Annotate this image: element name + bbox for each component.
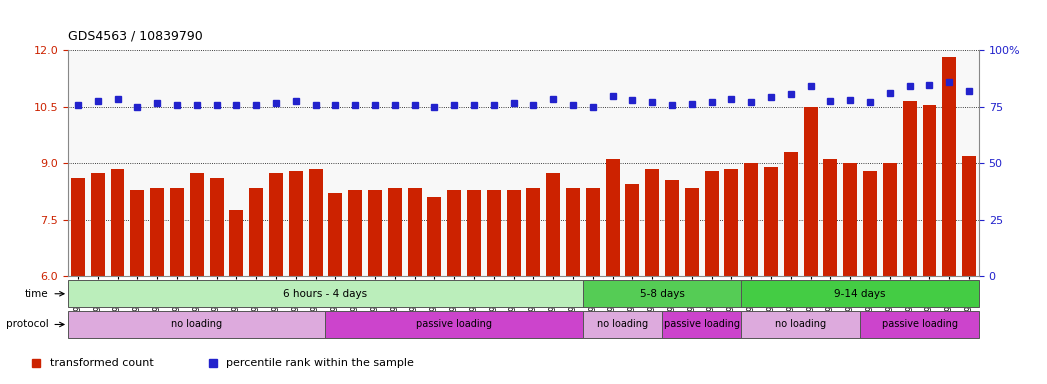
Bar xyxy=(309,169,322,276)
Bar xyxy=(507,190,520,276)
Bar xyxy=(586,188,600,276)
Bar xyxy=(131,190,144,276)
Bar xyxy=(741,311,861,338)
Bar xyxy=(665,180,678,276)
Bar xyxy=(527,188,540,276)
Bar xyxy=(487,190,500,276)
Bar xyxy=(68,311,326,338)
Bar xyxy=(150,188,164,276)
Text: transformed count: transformed count xyxy=(50,358,154,368)
Bar xyxy=(583,280,741,307)
Bar xyxy=(942,58,956,276)
Bar xyxy=(824,159,838,276)
Bar xyxy=(547,173,560,276)
Bar xyxy=(229,210,243,276)
Bar xyxy=(863,171,877,276)
Text: time: time xyxy=(25,289,48,299)
Bar xyxy=(625,184,640,276)
Bar xyxy=(744,163,758,276)
Bar xyxy=(705,171,718,276)
Bar xyxy=(662,311,741,338)
Bar xyxy=(190,173,204,276)
Bar xyxy=(645,169,660,276)
Bar xyxy=(249,188,263,276)
Bar xyxy=(427,197,442,276)
Text: no loading: no loading xyxy=(597,319,648,329)
Bar xyxy=(583,311,662,338)
Bar xyxy=(741,280,979,307)
Bar xyxy=(804,107,818,276)
Bar xyxy=(111,169,125,276)
Bar xyxy=(269,173,283,276)
Text: no loading: no loading xyxy=(775,319,826,329)
Text: 5-8 days: 5-8 days xyxy=(640,289,685,299)
Bar xyxy=(605,159,620,276)
Bar xyxy=(71,178,85,276)
Bar xyxy=(349,190,362,276)
Bar xyxy=(725,169,738,276)
Bar xyxy=(962,156,976,276)
Bar xyxy=(407,188,422,276)
Bar xyxy=(91,173,105,276)
Bar xyxy=(447,190,461,276)
Bar xyxy=(883,163,897,276)
Bar xyxy=(903,101,916,276)
Bar xyxy=(387,188,402,276)
Bar xyxy=(861,311,979,338)
Bar xyxy=(289,171,303,276)
Text: passive loading: passive loading xyxy=(664,319,740,329)
Bar xyxy=(685,188,698,276)
Text: 6 hours - 4 days: 6 hours - 4 days xyxy=(284,289,367,299)
Bar xyxy=(209,178,223,276)
Text: protocol: protocol xyxy=(5,319,48,329)
Text: passive loading: passive loading xyxy=(417,319,492,329)
Text: 9-14 days: 9-14 days xyxy=(834,289,886,299)
Text: no loading: no loading xyxy=(172,319,222,329)
Bar xyxy=(922,105,936,276)
Bar xyxy=(467,190,481,276)
Text: passive loading: passive loading xyxy=(882,319,958,329)
Bar xyxy=(764,167,778,276)
Bar xyxy=(784,152,798,276)
Text: GDS4563 / 10839790: GDS4563 / 10839790 xyxy=(68,29,203,42)
Text: percentile rank within the sample: percentile rank within the sample xyxy=(226,358,414,368)
Bar xyxy=(329,194,342,276)
Bar xyxy=(326,311,583,338)
Bar xyxy=(170,188,184,276)
Bar xyxy=(566,188,580,276)
Bar xyxy=(843,163,857,276)
Bar xyxy=(369,190,382,276)
Bar xyxy=(68,280,583,307)
